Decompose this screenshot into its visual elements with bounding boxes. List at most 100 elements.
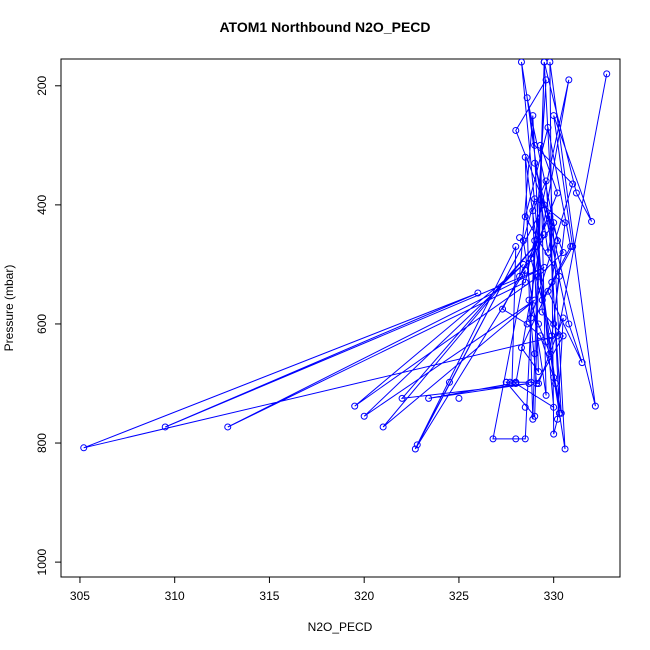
data-point bbox=[529, 207, 537, 215]
y-tick-label: 800 bbox=[35, 433, 49, 453]
data-point bbox=[569, 180, 577, 188]
series-markers bbox=[80, 59, 611, 453]
data-point bbox=[533, 379, 541, 387]
data-point bbox=[521, 266, 529, 274]
data-point bbox=[553, 237, 561, 245]
data-point bbox=[535, 379, 543, 387]
data-point bbox=[559, 249, 567, 257]
data-point bbox=[548, 278, 556, 286]
data-point bbox=[588, 218, 596, 226]
data-point bbox=[523, 320, 531, 328]
data-point bbox=[536, 141, 544, 149]
series-lines bbox=[83, 61, 608, 450]
x-tick-label: 330 bbox=[544, 589, 564, 603]
data-point bbox=[80, 444, 88, 452]
data-point bbox=[531, 350, 539, 358]
x-tick-label: 310 bbox=[165, 589, 185, 603]
data-point bbox=[553, 415, 561, 423]
data-point bbox=[578, 359, 586, 367]
data-point bbox=[542, 338, 550, 346]
data-point bbox=[525, 296, 533, 304]
data-point bbox=[521, 153, 529, 161]
data-point bbox=[379, 423, 387, 431]
y-tick-label: 600 bbox=[35, 314, 49, 334]
x-tick-label: 305 bbox=[70, 589, 90, 603]
data-point bbox=[542, 391, 550, 399]
data-point bbox=[512, 126, 520, 134]
data-point bbox=[516, 234, 524, 242]
data-point bbox=[550, 403, 558, 411]
y-tick-label: 1000 bbox=[35, 548, 49, 575]
data-point bbox=[531, 195, 539, 203]
data-point bbox=[552, 379, 560, 387]
data-point bbox=[517, 344, 525, 352]
data-point bbox=[540, 59, 548, 66]
x-tick-label: 315 bbox=[259, 589, 279, 603]
y-axis-label: Pressure (mbar) bbox=[2, 264, 16, 352]
data-point bbox=[445, 378, 453, 386]
data-point bbox=[517, 59, 525, 66]
data-point bbox=[546, 350, 554, 358]
data-point bbox=[550, 320, 558, 328]
data-point bbox=[527, 254, 535, 262]
data-point bbox=[224, 423, 232, 431]
data-point bbox=[546, 213, 554, 221]
data-point bbox=[550, 219, 558, 227]
data-point bbox=[561, 445, 569, 453]
data-point bbox=[521, 403, 529, 411]
data-point bbox=[531, 159, 539, 167]
data-point bbox=[502, 378, 510, 386]
data-point bbox=[557, 409, 565, 417]
data-point bbox=[540, 263, 548, 271]
series-line bbox=[83, 61, 608, 450]
data-point bbox=[559, 314, 567, 322]
data-point bbox=[569, 243, 577, 251]
data-point bbox=[474, 289, 482, 297]
data-point bbox=[512, 243, 520, 251]
data-point bbox=[565, 320, 573, 328]
data-point bbox=[536, 332, 544, 340]
data-point bbox=[542, 177, 550, 185]
data-point bbox=[540, 231, 548, 239]
data-point bbox=[535, 368, 543, 376]
data-point bbox=[525, 379, 533, 387]
data-point bbox=[529, 112, 537, 120]
data-point bbox=[542, 76, 550, 84]
data-point bbox=[550, 374, 558, 382]
x-tick-label: 320 bbox=[354, 589, 374, 603]
data-point bbox=[544, 287, 552, 295]
data-point bbox=[516, 272, 524, 280]
data-point bbox=[535, 320, 543, 328]
data-point bbox=[489, 435, 497, 443]
plot-frame bbox=[60, 58, 621, 578]
data-point bbox=[555, 409, 563, 417]
data-point bbox=[413, 441, 421, 449]
data-point bbox=[544, 249, 552, 257]
data-point bbox=[559, 332, 567, 340]
data-point bbox=[519, 260, 527, 268]
data-point bbox=[548, 332, 556, 340]
axes: 305 310 315 320 325 330 200 400 600 800 1000 bbox=[35, 58, 621, 603]
data-point bbox=[521, 435, 529, 443]
data-point bbox=[572, 189, 580, 197]
data-point bbox=[360, 412, 368, 420]
data-point bbox=[531, 237, 539, 245]
data-point bbox=[521, 213, 529, 221]
data-point bbox=[529, 415, 537, 423]
data-point bbox=[567, 243, 575, 251]
data-point bbox=[425, 394, 433, 402]
data-point bbox=[553, 189, 561, 197]
data-point bbox=[603, 70, 611, 78]
data-point bbox=[527, 314, 535, 322]
y-tick-label: 400 bbox=[35, 195, 49, 215]
data-point bbox=[550, 430, 558, 438]
chart-title: ATOM1 Northbound N2O_PECD bbox=[219, 19, 431, 35]
data-point bbox=[161, 423, 169, 431]
x-tick-label: 325 bbox=[449, 589, 469, 603]
data-point bbox=[455, 394, 463, 402]
data-point bbox=[535, 272, 543, 280]
data-point bbox=[523, 94, 531, 102]
data-point bbox=[411, 445, 419, 453]
data-point bbox=[550, 112, 558, 120]
